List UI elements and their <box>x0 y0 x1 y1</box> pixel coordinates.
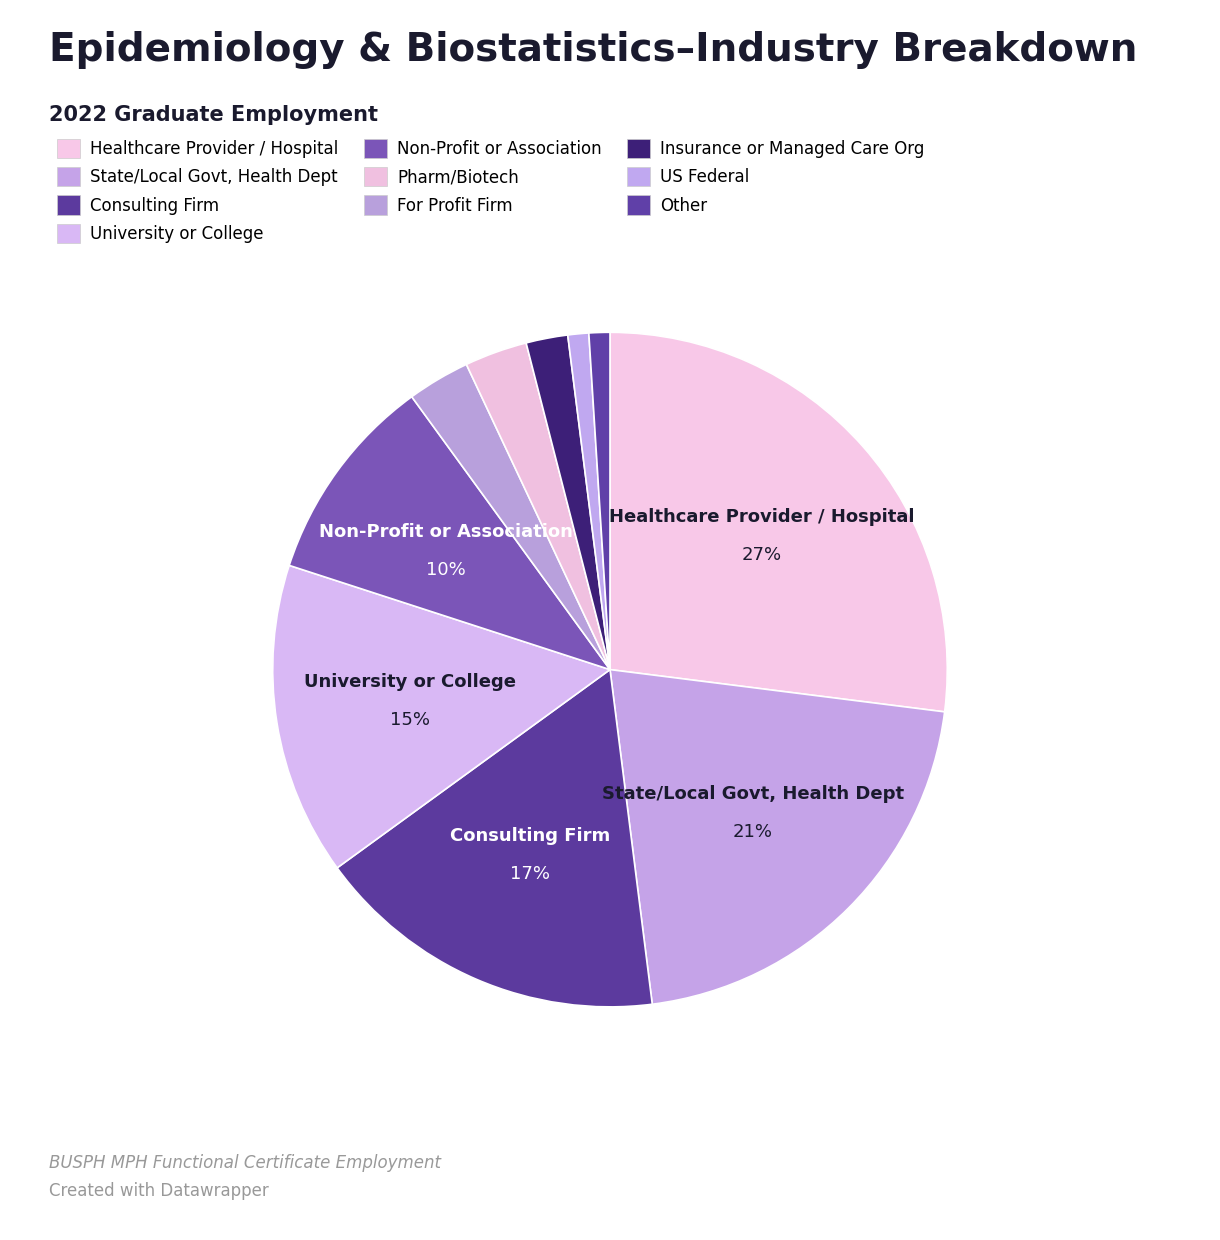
Wedge shape <box>337 670 653 1007</box>
Text: 15%: 15% <box>390 712 431 729</box>
Wedge shape <box>466 343 610 670</box>
Text: Non-Profit or Association: Non-Profit or Association <box>320 522 573 541</box>
Text: Healthcare Provider / Hospital: Healthcare Provider / Hospital <box>609 507 915 526</box>
Wedge shape <box>610 332 947 712</box>
Wedge shape <box>273 565 610 868</box>
Text: 17%: 17% <box>510 866 550 883</box>
Text: 21%: 21% <box>733 823 773 841</box>
Text: University or College: University or College <box>304 673 516 691</box>
Wedge shape <box>589 332 610 670</box>
Wedge shape <box>412 365 610 670</box>
Text: 2022 Graduate Employment: 2022 Graduate Employment <box>49 105 378 125</box>
Wedge shape <box>610 670 944 1004</box>
Wedge shape <box>526 335 610 670</box>
Text: Epidemiology & Biostatistics–Industry Breakdown: Epidemiology & Biostatistics–Industry Br… <box>49 31 1137 69</box>
Wedge shape <box>289 397 610 670</box>
Text: Created with Datawrapper: Created with Datawrapper <box>49 1182 268 1200</box>
Text: BUSPH MPH Functional Certificate Employment: BUSPH MPH Functional Certificate Employm… <box>49 1153 440 1172</box>
Wedge shape <box>567 334 610 670</box>
Legend: Healthcare Provider / Hospital, State/Local Govt, Health Dept, Consulting Firm, : Healthcare Provider / Hospital, State/Lo… <box>57 139 925 243</box>
Text: 10%: 10% <box>427 560 466 579</box>
Text: State/Local Govt, Health Dept: State/Local Govt, Health Dept <box>601 785 904 802</box>
Text: 27%: 27% <box>742 546 782 564</box>
Text: Consulting Firm: Consulting Firm <box>449 827 610 846</box>
